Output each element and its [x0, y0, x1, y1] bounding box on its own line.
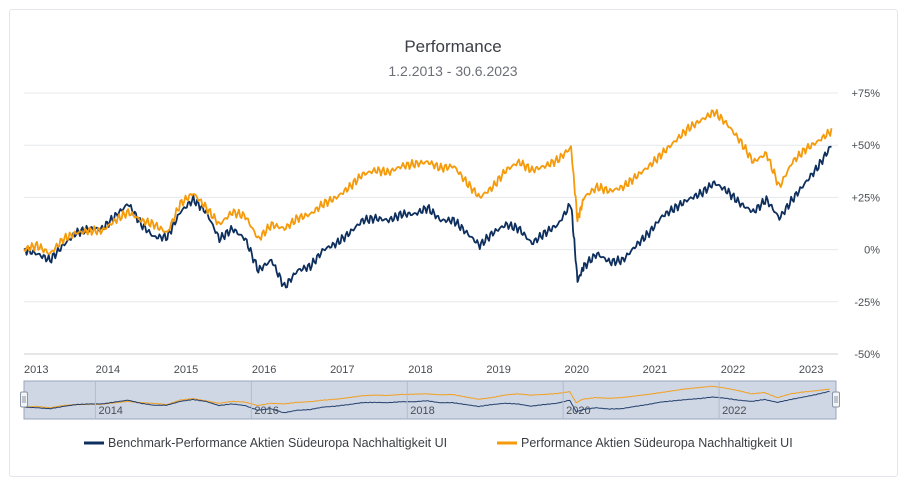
x-tick-label: 2021 [643, 364, 667, 376]
navigator-series-1 [24, 390, 830, 414]
x-tick-label: 2023 [799, 364, 823, 376]
y-tick-label: +25% [852, 192, 881, 204]
y-tick-label: 0% [864, 245, 880, 257]
navigator-handle-right[interactable] [832, 391, 840, 408]
x-tick-label: 2015 [174, 364, 198, 376]
series-line-1 [23, 145, 832, 289]
x-tick-label: 2013 [24, 364, 48, 376]
x-tick-label: 2022 [721, 364, 745, 376]
y-tick-label: -25% [854, 297, 880, 309]
series-line-2 [23, 109, 833, 255]
x-tick-label: 2020 [564, 364, 588, 376]
navigator-tick-label: 2022 [722, 405, 746, 417]
navigator-tick-label: 2018 [410, 405, 434, 417]
navigator-tick-label: 2014 [98, 405, 122, 417]
y-tick-label: +75% [852, 88, 881, 100]
y-tick-label: +50% [852, 140, 881, 152]
x-tick-label: 2017 [330, 364, 354, 376]
navigator-tick-label: 2016 [254, 405, 278, 417]
navigator-tick-label: 2020 [566, 405, 590, 417]
x-tick-label: 2014 [96, 364, 120, 376]
x-tick-label: 2019 [486, 364, 510, 376]
navigator-handle-left[interactable] [20, 391, 28, 408]
x-tick-label: 2018 [408, 364, 432, 376]
chart-title: Performance [404, 37, 501, 56]
navigator-series-2 [23, 385, 830, 409]
legend-item-1[interactable]: Benchmark-Performance Aktien Südeuropa N… [108, 436, 447, 450]
chart-subtitle: 1.2.2013 - 30.6.2023 [388, 63, 517, 79]
y-tick-label: -50% [854, 349, 880, 361]
x-tick-label: 2016 [252, 364, 276, 376]
legend-item-2[interactable]: Performance Aktien Südeuropa Nachhaltigk… [521, 436, 793, 450]
